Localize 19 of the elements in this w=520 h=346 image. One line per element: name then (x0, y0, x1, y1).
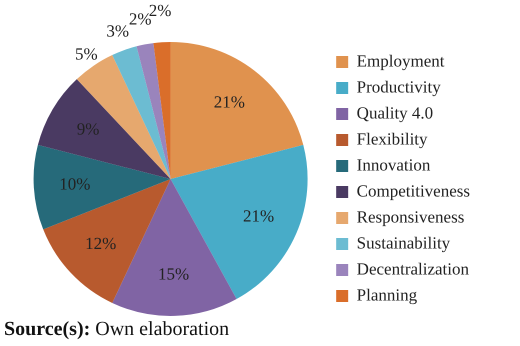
data-label: 15% (158, 264, 190, 284)
data-label: 10% (59, 174, 90, 194)
data-label: 5% (74, 44, 98, 64)
legend-label: Responsiveness (356, 207, 464, 226)
legend-label: Flexibility (356, 129, 428, 148)
data-label: 9% (76, 120, 100, 139)
data-label: 3% (106, 22, 130, 41)
legend-label: Employment (356, 51, 445, 70)
legend-label: Innovation (356, 155, 431, 174)
data-label: 12% (85, 234, 116, 254)
legend-label: Productivity (356, 77, 442, 96)
legend-label: Decentralization (356, 259, 470, 278)
source-note: Source(s): Own elaboration (4, 318, 230, 340)
data-label: 21% (243, 206, 274, 226)
legend-label: Competitiveness (356, 181, 470, 200)
legend-label: Quality 4.0 (356, 103, 434, 122)
data-label: 21% (214, 92, 245, 112)
legend-label: Sustainability (356, 233, 451, 252)
legend-label: Planning (356, 285, 418, 304)
